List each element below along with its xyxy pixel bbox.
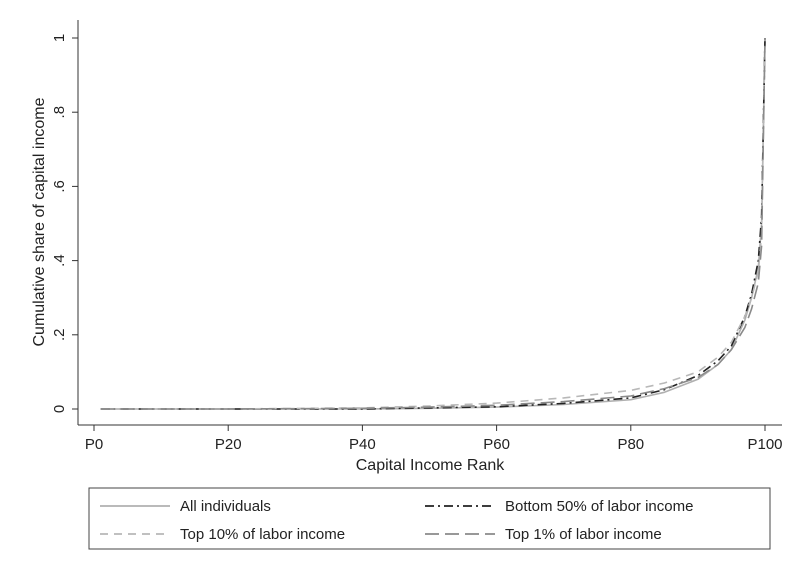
legend-label-3: Top 1% of labor income <box>505 526 662 543</box>
x-tick-label: P100 <box>747 436 782 453</box>
x-tick-label: P20 <box>215 436 242 453</box>
x-tick-label: P40 <box>349 436 376 453</box>
legend-label-0: All individuals <box>180 498 271 515</box>
y-tick-label: 1 <box>51 34 68 42</box>
x-tick-label: P80 <box>617 436 644 453</box>
series-lines <box>100 37 766 410</box>
x-tick-label: P0 <box>85 436 103 453</box>
legend-label-1: Bottom 50% of labor income <box>505 498 693 515</box>
series-line-3 <box>100 37 766 410</box>
plot-area <box>78 20 782 426</box>
y-axis-ticks: 0 .2 .4 .6 .8 1 <box>51 34 78 413</box>
y-axis-title: Cumulative share of capital income <box>31 97 48 346</box>
y-tick-label: .6 <box>51 180 68 193</box>
x-axis-ticks: P0 P20 P40 P60 P80 P100 <box>85 425 783 453</box>
series-line-2 <box>100 37 766 410</box>
x-axis-title: Capital Income Rank <box>356 457 506 474</box>
y-tick-label: .4 <box>51 254 68 267</box>
legend-box <box>88 487 771 550</box>
x-tick-label: P60 <box>483 436 510 453</box>
series-line-0 <box>100 37 766 410</box>
y-tick-label: .8 <box>51 106 68 119</box>
y-tick-label: .2 <box>51 329 68 342</box>
y-tick-label: 0 <box>51 405 68 413</box>
legend-label-2: Top 10% of labor income <box>180 526 345 543</box>
legend: All individuals Bottom 50% of labor incom… <box>100 498 693 543</box>
